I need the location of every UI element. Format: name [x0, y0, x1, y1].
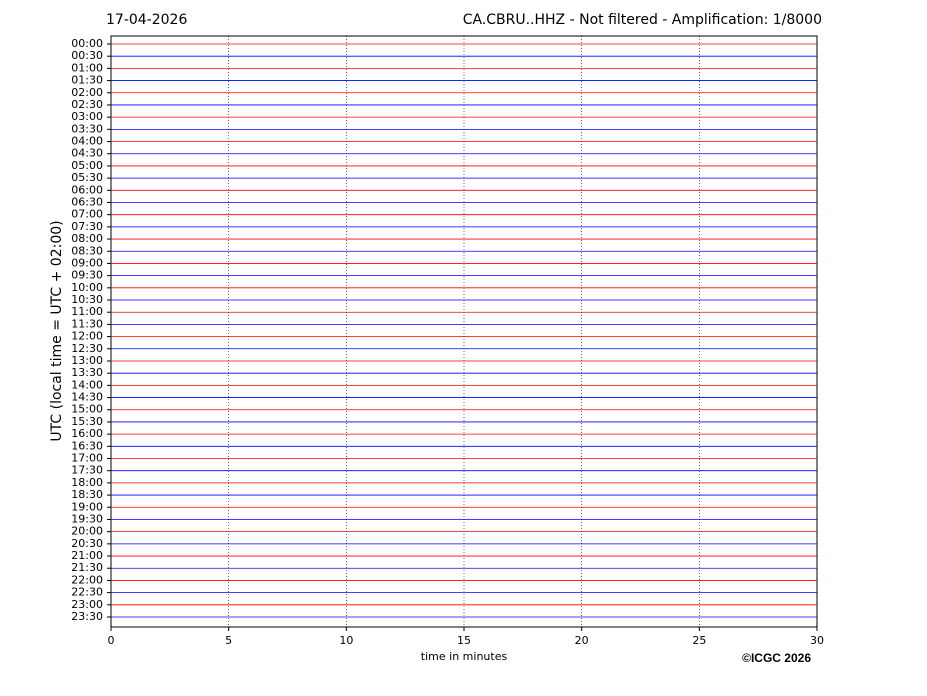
y-tick-label: 08:30: [71, 244, 103, 257]
y-tick-label: 20:30: [71, 537, 103, 550]
y-tick-label: 03:30: [71, 122, 103, 135]
y-tick-label: 06:30: [71, 195, 103, 208]
y-tick-label: 10:30: [71, 293, 103, 306]
date-title: 17-04-2026: [106, 12, 187, 28]
y-tick-label: 18:00: [71, 476, 103, 489]
y-tick-label: 13:30: [71, 366, 103, 379]
y-tick-label: 09:30: [71, 269, 103, 282]
y-tick-label: 09:00: [71, 256, 103, 269]
x-tick-label: 30: [810, 634, 824, 647]
y-tick-label: 03:00: [71, 110, 103, 123]
y-tick-label: 17:00: [71, 452, 103, 465]
x-tick-label: 20: [575, 634, 589, 647]
y-tick-label: 02:00: [71, 86, 103, 99]
x-tick-label: 15: [457, 634, 471, 647]
y-tick-label: 22:00: [71, 573, 103, 586]
y-tick-label: 00:00: [71, 37, 103, 50]
y-tick-label: 22:30: [71, 586, 103, 599]
y-tick-label: 05:00: [71, 159, 103, 172]
y-tick-label: 01:00: [71, 61, 103, 74]
y-tick-label: 04:00: [71, 135, 103, 148]
y-tick-label: 08:00: [71, 232, 103, 245]
y-tick-label: 06:00: [71, 183, 103, 196]
y-tick-label: 15:30: [71, 415, 103, 428]
y-tick-label: 07:30: [71, 220, 103, 233]
y-tick-label: 13:00: [71, 354, 103, 367]
y-tick-label: 12:30: [71, 342, 103, 355]
y-tick-label: 23:00: [71, 598, 103, 611]
y-tick-label: 00:30: [71, 49, 103, 62]
x-tick-label: 25: [692, 634, 706, 647]
y-tick-label: 16:00: [71, 427, 103, 440]
x-tick-label: 0: [108, 634, 115, 647]
y-tick-label: 23:30: [71, 610, 103, 623]
x-tick-label: 10: [339, 634, 353, 647]
y-tick-label: 20:00: [71, 525, 103, 538]
y-tick-label: 18:30: [71, 488, 103, 501]
y-tick-label: 12:00: [71, 330, 103, 343]
y-tick-label: 19:30: [71, 512, 103, 525]
y-tick-label: 15:00: [71, 403, 103, 416]
y-tick-label: 17:30: [71, 464, 103, 477]
x-tick-label: 5: [225, 634, 232, 647]
y-tick-label: 02:30: [71, 98, 103, 111]
y-tick-label: 21:00: [71, 549, 103, 562]
y-tick-label: 16:30: [71, 439, 103, 452]
x-axis-label: time in minutes: [421, 650, 508, 663]
y-tick-label: 19:00: [71, 500, 103, 513]
y-tick-label: 01:30: [71, 74, 103, 87]
y-tick-label: 11:00: [71, 305, 103, 318]
credit: ©ICGC 2026: [742, 651, 811, 665]
y-tick-label: 05:30: [71, 171, 103, 184]
y-tick-label: 21:30: [71, 561, 103, 574]
y-tick-label: 14:30: [71, 391, 103, 404]
y-tick-label: 07:00: [71, 208, 103, 221]
y-tick-label: 11:30: [71, 317, 103, 330]
y-tick-label: 10:00: [71, 281, 103, 294]
y-tick-label: 04:30: [71, 147, 103, 160]
plot-frame: [110, 35, 818, 628]
y-axis-label: UTC (local time = UTC + 02:00): [49, 220, 65, 441]
chart-title: CA.CBRU..HHZ - Not filtered - Amplificat…: [463, 12, 822, 28]
y-tick-label: 14:00: [71, 378, 103, 391]
